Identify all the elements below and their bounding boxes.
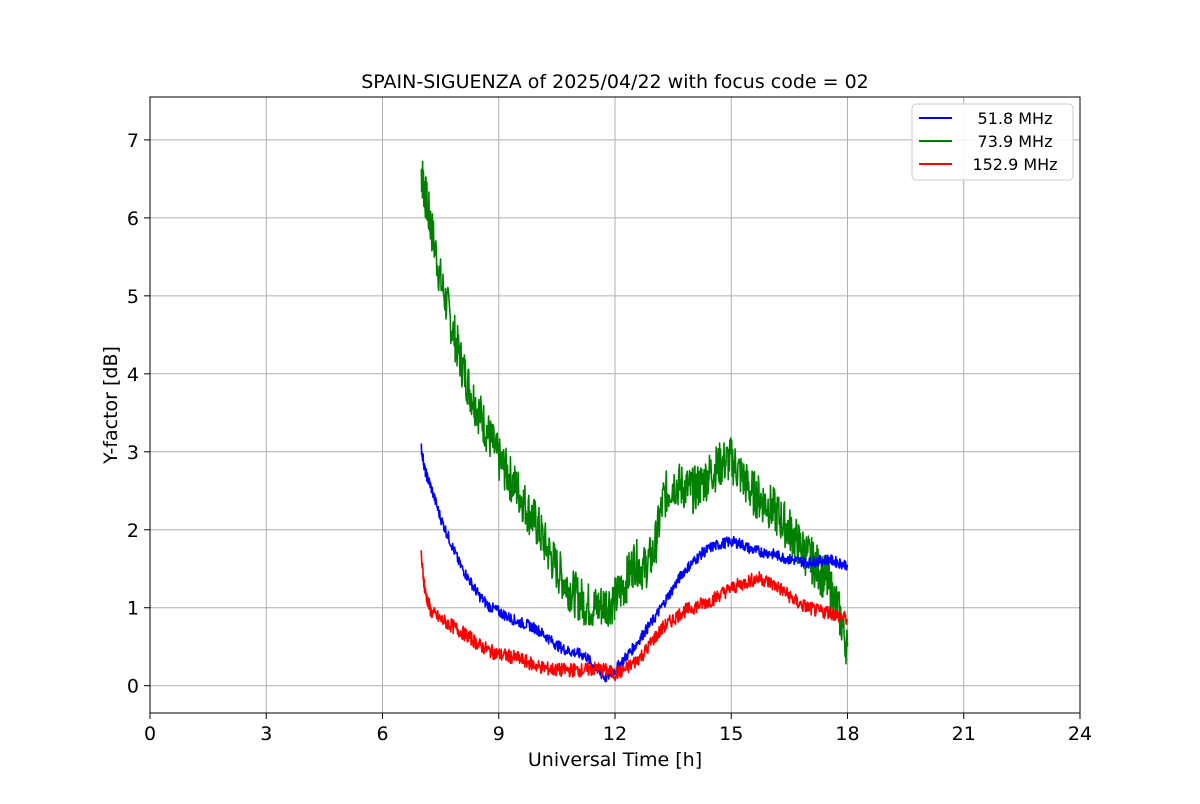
series-line-51-8-mhz bbox=[420, 443, 849, 683]
x-tick-label: 12 bbox=[603, 723, 627, 745]
x-tick-label: 18 bbox=[835, 723, 859, 745]
series-layer bbox=[420, 160, 849, 683]
x-axis-label: Universal Time [h] bbox=[528, 749, 702, 771]
series-line-73-9-mhz bbox=[420, 160, 849, 665]
y-tick-label: 5 bbox=[127, 286, 139, 308]
x-axis-ticks: 0 3 6 9 12 15 18 21 24 bbox=[144, 713, 1092, 745]
y-tick-label: 0 bbox=[127, 676, 139, 698]
chart-title: SPAIN-SIGUENZA of 2025/04/22 with focus … bbox=[361, 71, 869, 93]
y-tick-label: 4 bbox=[127, 364, 139, 386]
y-axis-ticks: 0 1 2 3 4 5 6 7 bbox=[127, 130, 150, 698]
legend: 51.8 MHz 73.9 MHz 152.9 MHz bbox=[911, 103, 1074, 181]
x-tick-label: 6 bbox=[376, 723, 388, 745]
x-tick-label: 21 bbox=[952, 723, 976, 745]
legend-label: 73.9 MHz bbox=[978, 132, 1053, 151]
x-tick-label: 15 bbox=[719, 723, 743, 745]
legend-label: 51.8 MHz bbox=[978, 109, 1053, 128]
x-tick-label: 24 bbox=[1068, 723, 1092, 745]
x-tick-label: 0 bbox=[144, 723, 156, 745]
y-axis-label: Y-factor [dB] bbox=[100, 346, 122, 465]
y-tick-label: 7 bbox=[127, 130, 139, 152]
legend-label: 152.9 MHz bbox=[972, 155, 1057, 174]
y-tick-label: 2 bbox=[127, 520, 139, 542]
legend-box bbox=[911, 103, 1074, 181]
series-line-152-9-mhz bbox=[420, 550, 849, 682]
y-tick-label: 1 bbox=[127, 598, 139, 620]
x-tick-label: 3 bbox=[260, 723, 272, 745]
y-tick-label: 3 bbox=[127, 442, 139, 464]
y-tick-label: 6 bbox=[127, 208, 139, 230]
x-tick-label: 9 bbox=[493, 723, 505, 745]
